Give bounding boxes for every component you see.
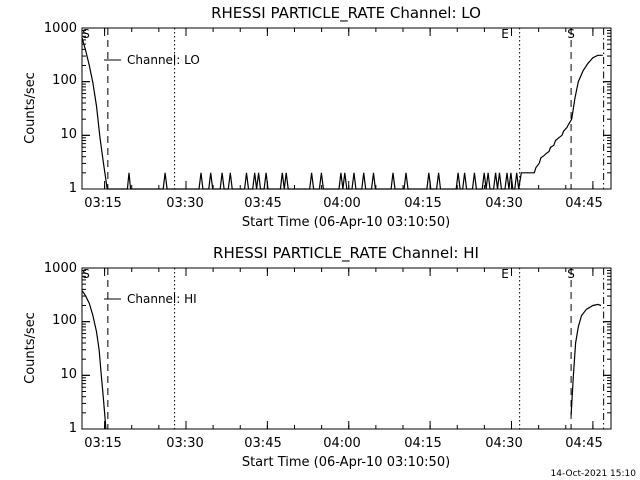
series-line [81,290,107,430]
chart-title: RHESSI PARTICLE_RATE Channel: HI [213,244,479,263]
x-tick-label: 03:45 [244,436,281,451]
x-tick-label: 03:30 [166,436,203,451]
x-tick-label: 04:30 [485,436,522,451]
y-tick-label: 100 [52,313,77,328]
panel-hi: RHESSI PARTICLE_RATE Channel: HI Start T… [23,244,612,470]
event-marker-e: E [501,27,509,41]
plot-area-1 [81,267,611,430]
x-tick-label: 04:15 [404,196,441,211]
y-tick-label: 1000 [44,261,77,276]
y-tick-label: 10 [60,127,77,142]
x-axis-label: Start Time (06-Apr-10 03:10:50) [242,455,450,470]
y-tick-label: 1000 [44,21,77,36]
plot-area-0 [81,27,611,190]
y-axis-label: Counts/sec [23,72,38,144]
x-tick-label: 04:30 [485,196,522,211]
footer-timestamp: 14-Oct-2021 15:10 [551,469,637,479]
event-marker-e: E [501,267,509,281]
series-line [570,303,602,416]
x-tick-label: 04:15 [404,436,441,451]
x-tick-label: 03:15 [84,196,121,211]
y-axis-label: Counts/sec [23,312,38,384]
x-tick-label: 03:45 [244,196,281,211]
x-axis-label: Start Time (06-Apr-10 03:10:50) [242,215,450,230]
legend-label: Channel: LO [127,53,200,67]
corner-marker-s: S [82,267,90,281]
x-tick-label: 04:00 [323,196,360,211]
chart-title: RHESSI PARTICLE_RATE Channel: LO [211,4,481,23]
y-tick-label: 1 [69,421,77,436]
y-tick-label: 10 [60,367,77,382]
x-tick-label: 03:30 [166,196,203,211]
panel-lo: RHESSI PARTICLE_RATE Channel: LO Start T… [23,4,612,230]
x-tick-label: 04:45 [565,436,602,451]
corner-marker-s: S [82,27,90,41]
y-tick-label: 100 [52,73,77,88]
legend-label: Channel: HI [127,292,197,306]
x-tick-label: 04:00 [323,436,360,451]
series-line [81,37,603,190]
y-tick-label: 1 [69,181,77,196]
x-tick-label: 04:45 [565,196,602,211]
plot-frame [81,267,612,430]
x-tick-label: 03:15 [84,436,121,451]
